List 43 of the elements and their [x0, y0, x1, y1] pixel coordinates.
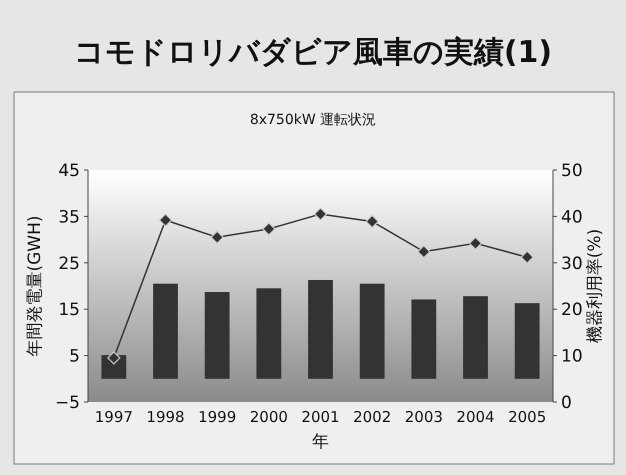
point [158, 214, 172, 227]
point [314, 207, 328, 221]
point [417, 245, 430, 258]
y2-tick-label: 30 [561, 254, 583, 274]
point [468, 236, 482, 250]
y2-tick-label: 20 [561, 300, 583, 320]
bar [204, 292, 230, 379]
x-tick-label: 1999 [198, 408, 236, 426]
y-tick-label: 15 [58, 300, 80, 320]
x-tick-label: 2005 [508, 408, 546, 426]
point [366, 214, 379, 228]
x-tick-label: 1998 [146, 408, 185, 426]
x-tick-label: 2000 [250, 408, 288, 426]
y-tick-label: 45 [58, 161, 80, 181]
y2-tick-label: 40 [561, 207, 583, 228]
bar [308, 280, 333, 379]
x-axis-title: 年 [312, 432, 329, 452]
y-tick-label: −5 [54, 393, 80, 413]
bar [153, 284, 178, 379]
y2-tick-label: 50 [561, 161, 583, 181]
chart-title: コモドロリバダビア風車の実績(1) [74, 35, 552, 70]
point [210, 230, 224, 244]
y-tick-label: 25 [58, 254, 80, 274]
x-tick-label: 2001 [301, 408, 340, 426]
bar [463, 296, 488, 379]
bar [256, 288, 282, 379]
point [520, 250, 534, 264]
x-tick-label: 2002 [353, 408, 392, 426]
y-tick-label: 35 [58, 207, 80, 228]
chart-subtitle: 8x750kW 運転状況 [250, 112, 376, 128]
y-axis-title: 年間発電量(GWH) [25, 215, 45, 357]
x-tick-label: 1997 [94, 408, 133, 426]
x-tick-label: 2004 [456, 408, 495, 426]
x-tick-label: 2003 [404, 408, 443, 426]
point [262, 222, 276, 236]
y2-tick-label: 10 [561, 346, 583, 367]
point [107, 351, 120, 365]
y2-axis-title: 機器利用率(%) [585, 228, 605, 344]
bar [411, 299, 436, 379]
y2-tick-label: 0 [561, 393, 572, 413]
bar [514, 303, 540, 379]
y-tick-label: 5 [69, 346, 80, 367]
bar [360, 284, 385, 379]
